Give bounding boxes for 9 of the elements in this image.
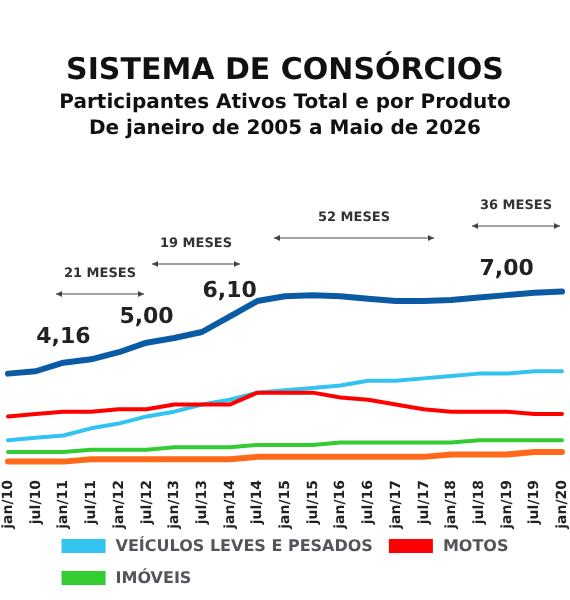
data-label: 6,10 xyxy=(202,276,258,303)
chart-title: SISTEMA DE CONSÓRCIOS xyxy=(66,51,504,87)
chart-subtitle: Participantes Ativos Total e por Produto De janeiro de 2005 a Maio de 2026 xyxy=(59,92,511,140)
legend-label: IMÓVEIS xyxy=(115,567,192,587)
data-label: 4,16 xyxy=(36,322,92,349)
legend-label: MOTOS xyxy=(442,537,509,555)
data-label: 5,00 xyxy=(119,302,175,329)
data-label: 7,00 xyxy=(479,255,535,282)
legend-label: VEÍCULOS LEVES E PESADOS xyxy=(115,535,374,555)
